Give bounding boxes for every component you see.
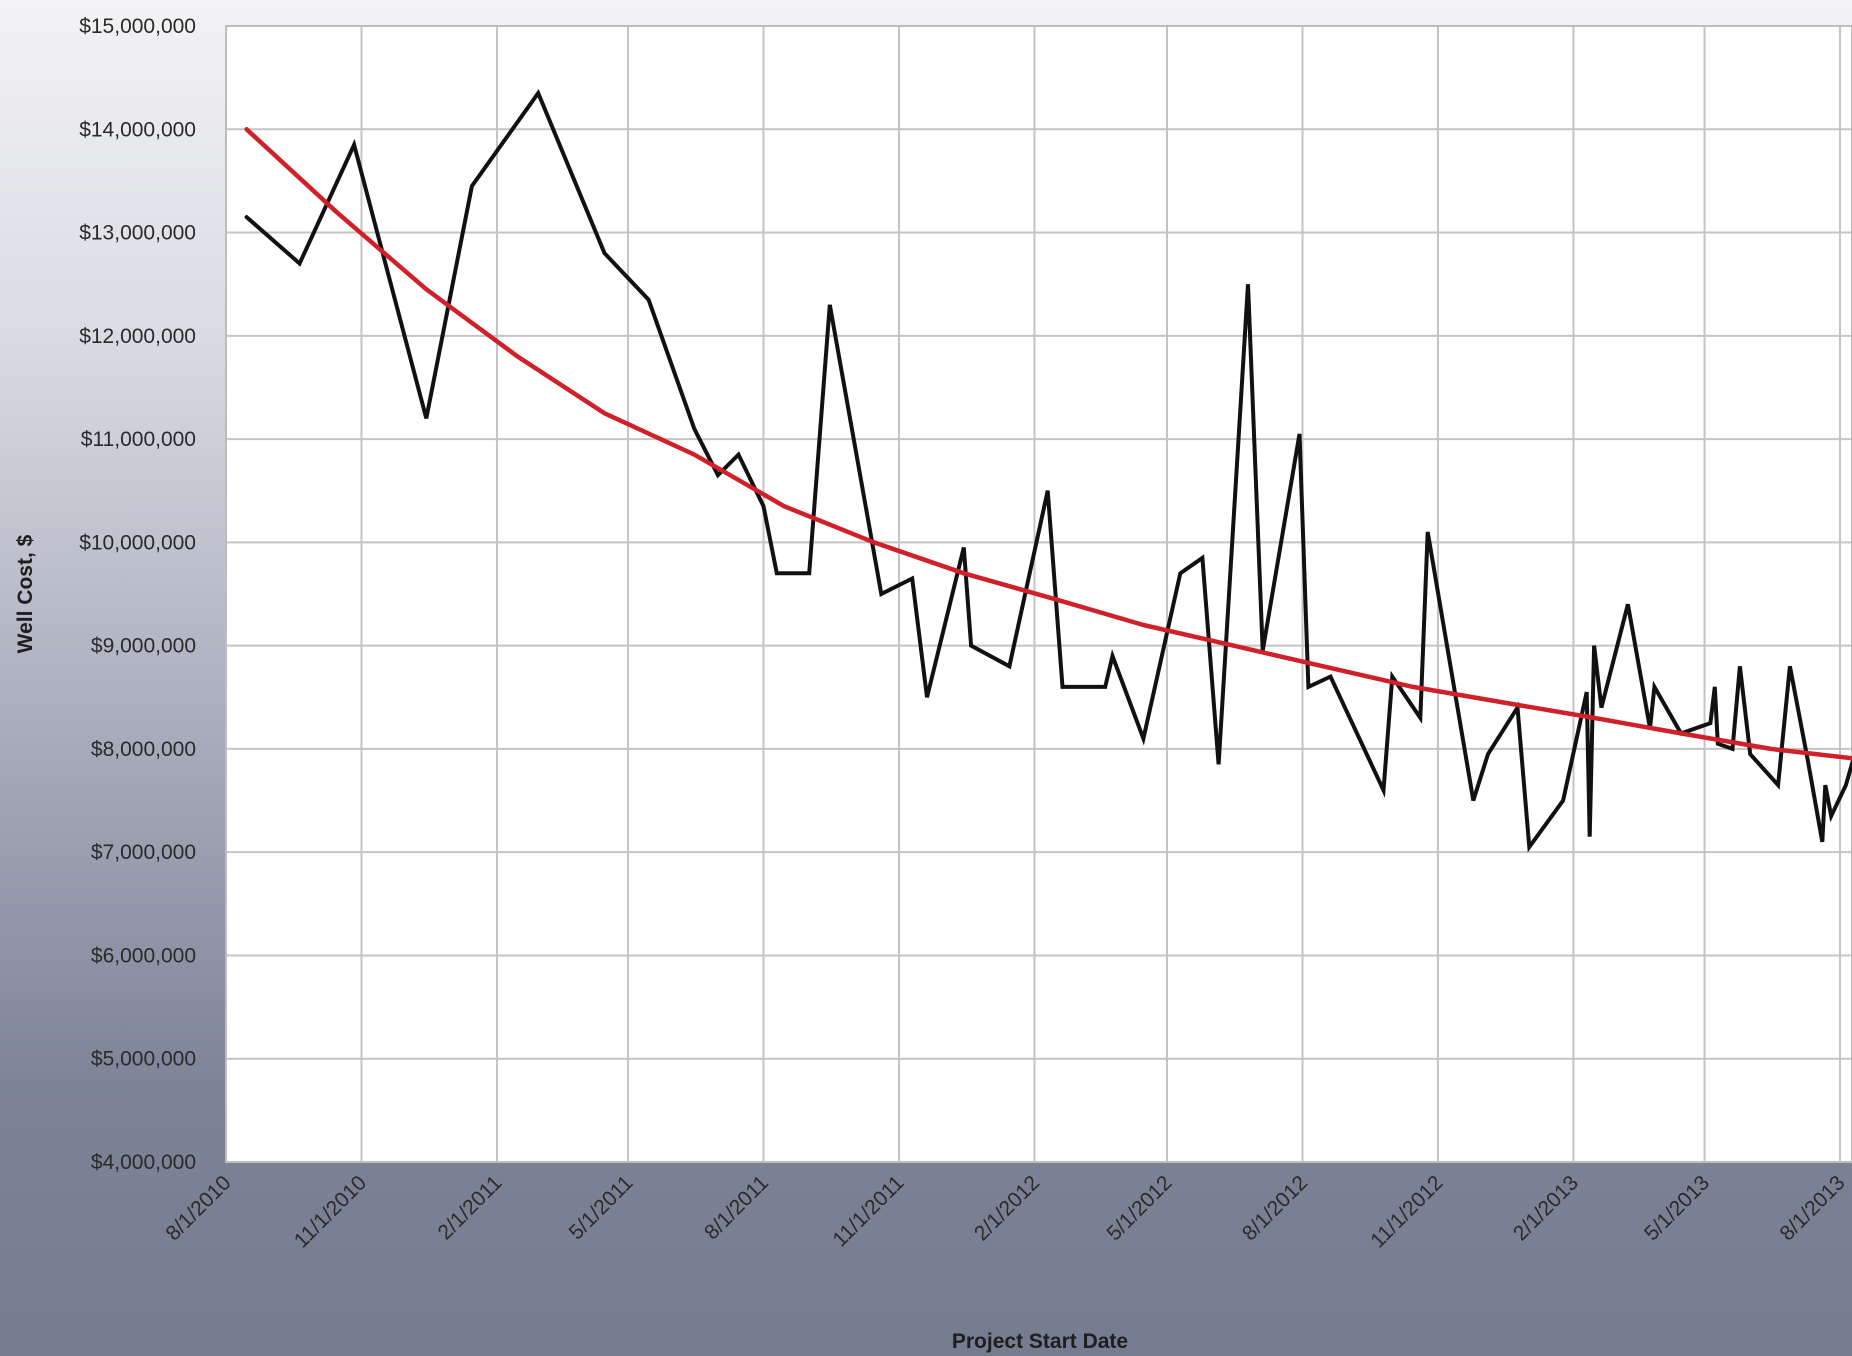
x-tick-label: 8/1/2013 xyxy=(1775,1171,1849,1245)
x-tick-label: 2/1/2012 xyxy=(970,1171,1044,1245)
y-tick-label: $8,000,000 xyxy=(91,738,196,761)
y-tick-label: $11,000,000 xyxy=(81,428,196,451)
x-tick-label: 2/1/2011 xyxy=(434,1171,507,1244)
x-tick-label: 8/1/2010 xyxy=(161,1171,235,1245)
y-tick-label: $12,000,000 xyxy=(79,325,196,348)
y-tick-label: $15,000,000 xyxy=(79,15,196,38)
x-tick-label: 5/1/2011 xyxy=(565,1171,638,1244)
y-tick-label: $7,000,000 xyxy=(91,841,196,864)
x-axis-tick-labels: 8/1/2010 11/1/2010 2/1/2011 5/1/2011 8/1/201… xyxy=(161,1171,1849,1252)
y-tick-label: $5,000,000 xyxy=(91,1048,196,1071)
x-tick-label: 11/1/2010 xyxy=(290,1171,371,1252)
y-tick-label: $14,000,000 xyxy=(79,118,196,141)
y-tick-label: $13,000,000 xyxy=(79,222,196,245)
x-tick-label: 5/1/2012 xyxy=(1102,1171,1176,1245)
y-axis-title: Well Cost, $ xyxy=(14,534,37,653)
trend-line xyxy=(244,127,1852,761)
x-tick-label: 11/1/2012 xyxy=(1366,1171,1447,1252)
y-axis-tick-labels: $4,000,000 $5,000,000 $6,000,000 $7,000,000… xyxy=(79,15,196,1174)
x-tick-label: 8/1/2012 xyxy=(1238,1171,1312,1245)
y-tick-label: $10,000,000 xyxy=(79,531,196,554)
x-tick-label: 11/1/2011 xyxy=(828,1171,908,1251)
x-axis-title: Project Start Date xyxy=(952,1330,1128,1353)
y-tick-label: $4,000,000 xyxy=(91,1151,196,1174)
y-tick-label: $9,000,000 xyxy=(91,635,196,658)
x-tick-label: 5/1/2013 xyxy=(1640,1171,1714,1245)
y-tick-label: $6,000,000 xyxy=(91,944,196,967)
x-tick-label: 8/1/2011 xyxy=(700,1171,773,1244)
x-tick-label: 2/1/2013 xyxy=(1509,1171,1583,1245)
plot-border xyxy=(225,25,1852,1163)
well-cost-line xyxy=(244,88,1852,853)
series-layer xyxy=(244,88,1852,853)
